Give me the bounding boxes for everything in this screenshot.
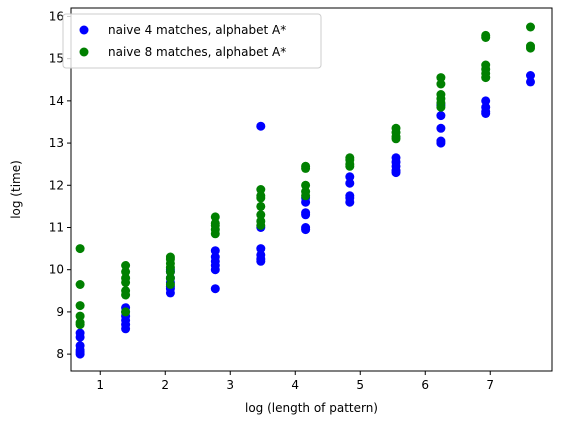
point-series-2-50: [436, 79, 446, 89]
point-series-1-6: [75, 328, 85, 338]
x-tick-label: 6: [421, 378, 429, 392]
y-tick-label: 16: [49, 9, 64, 23]
x-tick-label: 7: [486, 378, 494, 392]
x-tick-label: 5: [356, 378, 364, 392]
point-series-1-41: [345, 178, 355, 188]
point-series-2-57: [481, 30, 491, 40]
y-tick-label: 9: [56, 305, 64, 319]
point-series-2-2: [75, 318, 85, 327]
legend-marker-series-2: [79, 47, 89, 57]
point-series-2-51: [436, 73, 446, 83]
point-series-1-49: [436, 136, 446, 146]
x-tick-label: 4: [291, 378, 299, 392]
point-series-2-27: [256, 216, 266, 226]
point-series-2-24: [210, 218, 220, 228]
legend-marker-series-1: [79, 25, 89, 35]
point-series-1-56: [481, 96, 491, 106]
point-series-2-41: [345, 153, 355, 163]
point-series-2-49: [436, 90, 446, 99]
point-series-1-42: [345, 172, 355, 182]
point-series-2-34: [301, 187, 311, 197]
point-series-1-4: [75, 341, 85, 351]
point-series-2-11: [121, 273, 131, 283]
y-tick-label: 8: [56, 347, 64, 361]
point-series-2-32: [256, 185, 266, 194]
y-tick-label: 10: [49, 263, 64, 277]
x-axis-ticks: 1 2 3 4 5 6 7: [96, 371, 494, 392]
point-series-2-28: [256, 210, 266, 220]
y-tick-label: 14: [49, 94, 64, 108]
point-series-1-40: [345, 191, 355, 201]
point-series-1-55: [481, 102, 491, 112]
legend: naive 4 matches, alphabet A* naive 8 mat…: [62, 13, 322, 69]
legend-box: [62, 13, 322, 69]
point-series-1-33: [301, 223, 311, 232]
y-tick-label: 13: [49, 136, 64, 150]
point-series-2-6: [75, 244, 85, 254]
point-series-2-35: [301, 180, 311, 190]
point-series-1-29: [256, 244, 266, 254]
legend-label-series-1: naive 4 matches, alphabet A*: [108, 23, 286, 37]
point-series-2-5: [75, 280, 85, 289]
point-series-2-20: [165, 252, 175, 262]
point-series-2-15: [165, 273, 175, 283]
point-series-1-24: [210, 252, 220, 262]
point-series-2-4: [75, 301, 85, 311]
y-axis-ticks: 8 9 10 11 12 13 14 15 16: [49, 9, 71, 361]
point-series-1-51: [436, 111, 446, 121]
point-series-2-12: [121, 267, 131, 277]
point-series-2-9: [121, 286, 131, 296]
point-series-1-58: [526, 71, 535, 80]
point-series-1-28: [256, 250, 266, 260]
data-points: [75, 22, 535, 359]
x-tick-label: 2: [161, 378, 169, 392]
point-series-2-45: [391, 123, 401, 133]
point-series-2-31: [256, 191, 266, 201]
point-series-1-35: [301, 208, 311, 218]
point-series-2-7: [121, 307, 131, 317]
point-series-1-25: [210, 246, 220, 256]
x-tick-label: 1: [96, 378, 104, 392]
point-series-1-47: [391, 153, 401, 163]
point-series-2-14: [165, 280, 175, 289]
x-tick-label: 3: [226, 378, 234, 392]
point-series-1-20: [210, 284, 220, 294]
point-series-2-13: [121, 261, 131, 270]
y-tick-label: 12: [49, 178, 64, 192]
point-series-2-25: [210, 212, 220, 222]
point-series-1-31: [256, 121, 266, 131]
point-series-1-57: [526, 77, 535, 87]
point-series-1-50: [436, 123, 446, 133]
point-series-2-37: [301, 161, 311, 171]
point-series-2-29: [256, 201, 266, 211]
plot-frame: [70, 7, 553, 372]
point-series-2-3: [75, 311, 85, 321]
point-series-2-55: [481, 60, 491, 70]
y-axis-label: log (time): [9, 160, 23, 219]
y-tick-label: 11: [49, 220, 64, 234]
point-series-2-59: [526, 41, 535, 51]
legend-label-series-2: naive 8 matches, alphabet A*: [108, 45, 286, 59]
y-tick-label: 15: [49, 52, 64, 66]
point-series-2-60: [526, 22, 535, 32]
x-axis-label: log (length of pattern): [245, 401, 378, 415]
